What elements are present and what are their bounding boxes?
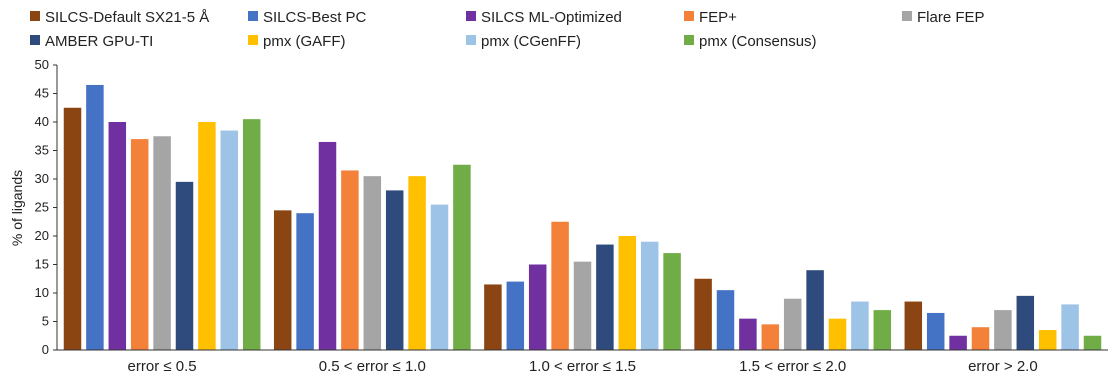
bar xyxy=(573,261,592,350)
y-tick-label: 45 xyxy=(35,86,49,101)
bar xyxy=(926,312,945,350)
legend-label: SILCS-Best PC xyxy=(263,9,367,26)
x-axis-categories: error ≤ 0.5 0.5 < error ≤ 1.0 1.0 < error … xyxy=(128,358,1038,373)
bar xyxy=(86,84,104,350)
y-tick-label: 35 xyxy=(35,143,49,158)
legend-label: SILCS ML-Optimized xyxy=(481,9,622,26)
bar xyxy=(296,213,314,350)
legend-label: pmx (CGenFF) xyxy=(481,33,581,50)
legend-label: Flare FEP xyxy=(917,9,985,26)
bar xyxy=(430,204,449,350)
legend-swatch xyxy=(30,35,40,45)
x-category-label: error ≤ 0.5 xyxy=(128,358,197,373)
legend-swatch xyxy=(466,11,476,21)
bar xyxy=(341,170,359,350)
x-category-label: error > 2.0 xyxy=(968,358,1038,373)
bar xyxy=(640,241,659,350)
bar xyxy=(783,298,802,350)
bar xyxy=(108,122,127,350)
y-tick-label: 30 xyxy=(35,171,49,186)
bar xyxy=(453,164,471,350)
bar xyxy=(318,141,337,350)
bar xyxy=(828,318,847,350)
bar xyxy=(528,264,547,350)
legend-swatch xyxy=(466,35,476,45)
bar xyxy=(596,244,614,350)
bar xyxy=(873,310,892,350)
bar xyxy=(716,290,735,350)
legend-swatch xyxy=(30,11,40,21)
bar xyxy=(1038,330,1057,350)
legend: SILCS-Default SX21-5 Å SILCS-Best PC SILCS… xyxy=(30,9,985,50)
bar xyxy=(153,136,171,350)
bar xyxy=(971,327,990,350)
bar xyxy=(904,301,923,350)
y-tick-label: 50 xyxy=(35,57,49,72)
x-category-label: 0.5 < error ≤ 1.0 xyxy=(319,358,426,373)
y-tick-label: 10 xyxy=(35,285,49,300)
bar xyxy=(761,324,780,350)
y-tick-label: 20 xyxy=(35,228,49,243)
bar xyxy=(363,176,382,350)
legend-swatch xyxy=(902,11,912,21)
y-tick-label: 25 xyxy=(35,200,49,215)
bar xyxy=(949,335,967,350)
bar xyxy=(175,181,194,350)
bar xyxy=(1083,335,1102,350)
bars xyxy=(63,84,1102,351)
legend-swatch xyxy=(248,11,258,21)
bar xyxy=(385,190,404,350)
bar xyxy=(408,176,426,350)
bar xyxy=(663,253,681,350)
y-tick-label: 5 xyxy=(42,314,49,329)
bar xyxy=(806,270,824,350)
bar xyxy=(1016,295,1035,350)
legend-label: pmx (GAFF) xyxy=(263,33,346,50)
bar xyxy=(242,119,261,351)
bar xyxy=(618,236,637,350)
legend-swatch xyxy=(684,35,694,45)
bar xyxy=(63,107,82,350)
legend-swatch xyxy=(684,11,694,21)
bar xyxy=(198,122,216,350)
legend-label: pmx (Consensus) xyxy=(699,33,817,50)
bar xyxy=(130,139,149,350)
legend-label: FEP+ xyxy=(699,9,737,26)
bar xyxy=(220,130,239,350)
bar xyxy=(1061,304,1079,350)
y-tick-label: 15 xyxy=(35,257,49,272)
bar xyxy=(506,281,525,350)
bar xyxy=(273,210,292,350)
y-tick-label: 40 xyxy=(35,114,49,129)
legend-swatch xyxy=(248,35,258,45)
y-tick-label: 0 xyxy=(42,342,49,357)
bar xyxy=(484,284,502,350)
y-axis-label: % of ligands xyxy=(9,170,25,246)
y-axis-ticks: 0 5 10 15 20 25 30 35 40 45 50 xyxy=(35,57,57,357)
bar xyxy=(851,301,869,350)
bar xyxy=(994,310,1012,350)
legend-label: SILCS-Default SX21-5 Å xyxy=(45,9,209,26)
bar xyxy=(739,318,757,350)
bar xyxy=(694,278,712,350)
bar xyxy=(551,221,569,350)
x-category-label: 1.5 < error ≤ 2.0 xyxy=(739,358,846,373)
legend-label: AMBER GPU-TI xyxy=(45,33,153,50)
x-category-label: 1.0 < error ≤ 1.5 xyxy=(529,358,636,373)
